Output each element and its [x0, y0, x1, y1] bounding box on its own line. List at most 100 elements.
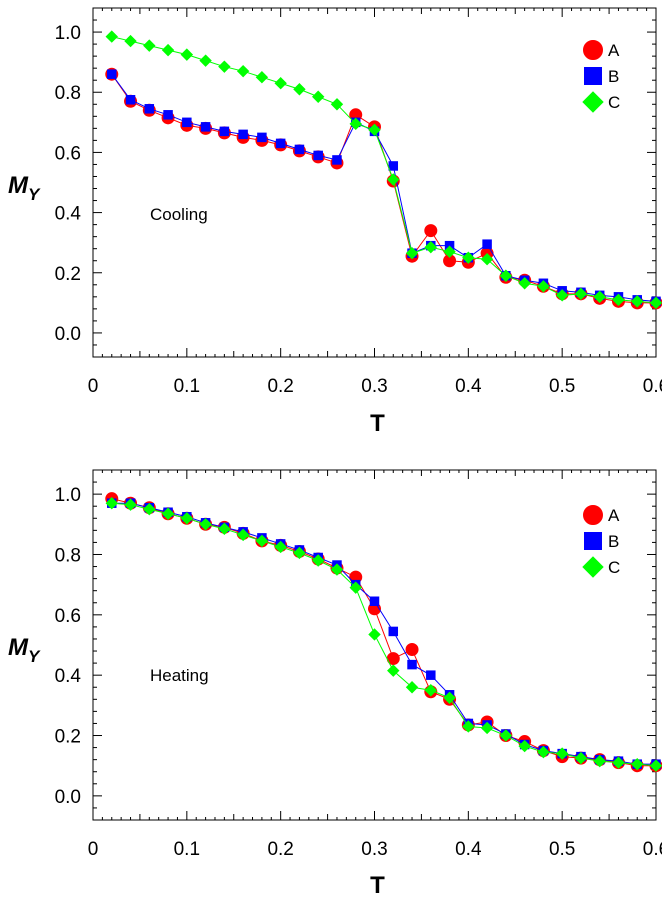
- y-tick-label: 1.0: [55, 485, 81, 506]
- data-point: [593, 290, 606, 304]
- y-tick-label: 0.0: [55, 787, 81, 808]
- data-point: [537, 280, 550, 293]
- x-tick-label: 0.5: [549, 376, 575, 397]
- data-point: [518, 739, 531, 753]
- data-point: [443, 691, 456, 705]
- annotation-label: Cooling: [150, 205, 208, 224]
- data-point: [405, 246, 419, 260]
- data-point: [649, 296, 662, 310]
- data-point: [180, 48, 194, 61]
- data-point: [388, 161, 399, 171]
- data-point: [480, 721, 494, 735]
- y-axis-title: MY: [8, 172, 41, 204]
- data-point: [200, 122, 211, 132]
- data-point: [218, 60, 231, 73]
- data-point: [143, 503, 156, 516]
- data-point: [368, 123, 381, 137]
- y-tick-label: 0.8: [55, 545, 81, 566]
- y-tick-label: 0.2: [55, 264, 81, 285]
- data-point: [387, 664, 400, 677]
- x-tick-label: 0.2: [267, 839, 293, 860]
- data-point: [387, 173, 400, 186]
- data-point: [107, 69, 117, 79]
- series-line: [111, 73, 657, 302]
- data-point: [332, 155, 342, 165]
- data-point: [238, 129, 248, 140]
- data-point: [143, 39, 156, 52]
- legend-label: B: [608, 67, 619, 86]
- x-tick-label: 0.4: [455, 839, 482, 860]
- y-tick-label: 0.0: [55, 324, 81, 345]
- legend-marker-A: [583, 505, 603, 525]
- data-point: [274, 77, 287, 90]
- data-point: [124, 498, 137, 511]
- data-point: [180, 512, 194, 525]
- y-axis-title: MY: [8, 634, 41, 666]
- data-point: [612, 293, 625, 307]
- data-point: [255, 534, 269, 548]
- data-point: [555, 289, 569, 302]
- y-tick-label: 0.4: [55, 666, 82, 687]
- data-point: [274, 540, 287, 554]
- data-point: [257, 132, 267, 143]
- heating-panel: 0 0.1 0.2 0.3 0.4 0.5 0.6 0.0 0.2 0.4 0.6 0.8 1.0 T MY…: [8, 469, 662, 899]
- data-point: [293, 546, 306, 560]
- plot-frame: [92, 7, 657, 358]
- data-point: [294, 144, 305, 155]
- legend-label: C: [608, 93, 620, 112]
- legend-marker-A: [583, 40, 603, 60]
- data-point: [349, 117, 362, 131]
- data-point: [313, 150, 323, 161]
- series-line: [111, 36, 657, 304]
- data-point: [518, 277, 531, 290]
- series-line: [111, 498, 656, 767]
- data-point: [330, 563, 344, 576]
- data-point: [105, 496, 118, 510]
- legend-label: A: [608, 506, 620, 525]
- data-point: [424, 224, 438, 238]
- series-C: [105, 496, 662, 772]
- data-point: [236, 64, 250, 78]
- x-tick-label: 0.1: [174, 376, 200, 397]
- data-point: [537, 745, 550, 759]
- data-point: [424, 684, 438, 697]
- data-point: [275, 138, 286, 149]
- legend-marker-C: [582, 91, 604, 113]
- legend-label: B: [608, 532, 619, 551]
- x-tick-label: 0.3: [361, 376, 387, 397]
- x-tick-label: 0.1: [174, 839, 200, 860]
- data-point: [144, 104, 155, 114]
- series-A: [105, 492, 662, 773]
- data-point: [424, 240, 438, 254]
- data-point: [161, 507, 175, 520]
- cooling-panel: 0 0.1 0.2 0.3 0.4 0.5 0.6 0.0 0.2 0.4 0.6 0.8 1.0 T MY…: [8, 7, 662, 437]
- legend-marker-B: [584, 532, 602, 550]
- data-point: [236, 528, 250, 542]
- data-point: [480, 253, 494, 266]
- legend: ABC: [582, 505, 620, 578]
- data-point: [574, 287, 588, 301]
- series-C: [105, 30, 662, 310]
- data-point: [631, 295, 644, 308]
- legend-label: A: [608, 41, 620, 60]
- data-point: [462, 720, 475, 733]
- y-tick-label: 0.8: [55, 83, 81, 104]
- data-point: [405, 681, 419, 694]
- data-point: [161, 43, 175, 57]
- data-point: [163, 110, 173, 120]
- data-point: [612, 756, 625, 769]
- x-tick-label: 0.2: [267, 376, 293, 397]
- series-line: [111, 73, 656, 304]
- y-tick-label: 0.6: [55, 606, 81, 627]
- data-point: [182, 117, 192, 128]
- annotation-label: Heating: [150, 666, 209, 685]
- data-point: [218, 522, 231, 536]
- data-point: [631, 757, 644, 771]
- x-tick-label: 0: [88, 376, 99, 397]
- data-point: [388, 626, 399, 637]
- legend: ABC: [582, 40, 620, 113]
- data-point: [199, 54, 212, 67]
- data-point: [219, 126, 230, 137]
- data-point: [105, 30, 118, 43]
